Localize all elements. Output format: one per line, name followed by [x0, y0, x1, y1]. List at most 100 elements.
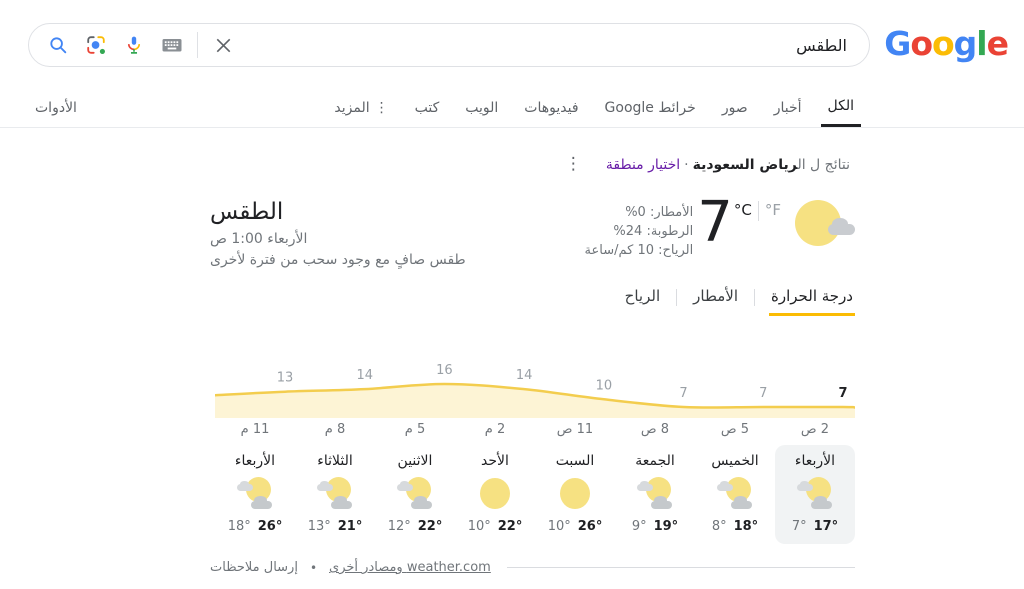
low-temp: 9° [631, 519, 647, 534]
tab-label: فيديوهات [524, 99, 579, 116]
sun-shape [480, 478, 510, 509]
more-vert-icon: ⋮ [374, 99, 389, 116]
day-temps: 26° 10° [535, 519, 615, 534]
sun-with-cloud-icon [789, 195, 855, 253]
day-card[interactable]: الثلاثاء 21° 13° [295, 445, 375, 544]
cloud-shape [251, 496, 272, 509]
celsius-toggle[interactable]: °C [733, 201, 752, 219]
high-temp: 26° [257, 519, 283, 534]
day-temps: 21° 13° [295, 519, 375, 534]
search-bar: الطقس [28, 23, 870, 67]
panel-tab-divider [676, 289, 678, 306]
chart-value-label: 7 [679, 386, 687, 401]
partly-cloudy-icon [395, 476, 435, 512]
hour-label: 2 م [484, 422, 506, 437]
day-temps: 18° 8° [695, 519, 775, 534]
fahrenheit-toggle[interactable]: °F [764, 201, 781, 219]
lens-icon[interactable] [77, 26, 115, 64]
tab-label: كتب [414, 99, 440, 116]
mic-icon[interactable] [115, 26, 153, 64]
weather-widget: 7 °C °F الأمطار: 0% الرطوبة: 24% الرياح:… [210, 195, 855, 575]
day-card[interactable]: الأحد 22° 10° [455, 445, 535, 544]
unit-divider [757, 201, 759, 221]
tab-images[interactable]: صور [715, 89, 755, 127]
send-feedback-link[interactable]: إرسال ملاحظات [210, 560, 298, 575]
panel-tab-temperature[interactable]: درجة الحرارة [769, 287, 855, 316]
panel-tab-divider [754, 289, 756, 306]
sunny-icon [475, 476, 515, 512]
day-card[interactable]: الأربعاء 17° 7° [775, 445, 855, 544]
results-separator: · [684, 156, 689, 173]
logo-letter: e [986, 24, 1009, 63]
weather-header: 7 °C °F الأمطار: 0% الرطوبة: 24% الرياح:… [210, 195, 855, 271]
low-temp: 13° [307, 519, 331, 534]
hour-label: 8 ص [640, 422, 670, 437]
footer-divider [506, 567, 855, 568]
tab-maps[interactable]: خرائط Google [598, 89, 703, 127]
temperature-chart: 7 7 7 10 14 16 14 13 [215, 363, 855, 418]
weather-condition: طقس صافٍ مع وجود سحب من فترة لأخرى [210, 252, 466, 268]
tab-videos[interactable]: فيديوهات [517, 89, 585, 127]
cloud-shape [717, 480, 733, 491]
day-card[interactable]: الخميس 18° 8° [695, 445, 775, 544]
cloud-shape [411, 496, 432, 509]
google-logo[interactable]: Google [884, 24, 1009, 63]
partly-cloudy-icon [635, 476, 675, 512]
sunny-icon [555, 476, 595, 512]
day-temps: 22° 12° [375, 519, 455, 534]
weather-title: الطقس [210, 199, 284, 225]
tools-button[interactable]: الأدوات [35, 100, 77, 116]
day-temps: 19° 9° [615, 519, 695, 534]
results-info: نتائج ل الرياض السعودية·اختيار منطقة ⋮ [565, 156, 850, 173]
results-more-icon[interactable]: ⋮ [564, 154, 582, 174]
low-temp: 8° [711, 519, 727, 534]
close-icon[interactable] [204, 26, 242, 64]
low-temp: 7° [791, 519, 807, 534]
search-icon[interactable] [39, 26, 77, 64]
day-card[interactable]: الجمعة 19° 9° [615, 445, 695, 544]
day-card[interactable]: الاثنين 22° 12° [375, 445, 455, 544]
day-card[interactable]: الأربعاء 26° 18° [215, 445, 295, 544]
search-bar-divider [197, 32, 198, 58]
high-temp: 18° [733, 519, 759, 534]
day-name: الأحد [481, 453, 509, 469]
tab-web[interactable]: الويب [458, 89, 505, 127]
day-card[interactable]: السبت 26° 10° [535, 445, 615, 544]
day-name: الأربعاء [794, 453, 836, 469]
day-temps: 22° 10° [455, 519, 535, 534]
tab-books[interactable]: كتب [408, 89, 447, 127]
high-temp: 22° [497, 519, 523, 534]
tab-label: صور [721, 99, 748, 116]
panel-tab-precipitation[interactable]: الأمطار [693, 287, 739, 305]
tab-label: المزيد [334, 99, 370, 116]
chart-value-label: 14 [516, 368, 533, 383]
wind-stat: الرياح: 10 كم/ساعة [584, 243, 694, 258]
choose-area-link[interactable]: اختيار منطقة [605, 156, 681, 173]
temperature-value: 7 [697, 190, 733, 255]
weather-footer: weather.com ومصادر أخرى • إرسال ملاحظات [210, 560, 855, 575]
precipitation-stat: الأمطار: 0% [625, 205, 694, 220]
day-name: السبت [555, 453, 595, 469]
tab-label: خرائط Google [604, 99, 696, 116]
hour-label: 5 م [404, 422, 426, 437]
partly-cloudy-icon [715, 476, 755, 512]
high-temp: 22° [417, 519, 443, 534]
panel-tab-wind[interactable]: الرياح [624, 287, 661, 305]
results-prefix: نتائج ل ال [797, 156, 850, 173]
tab-news[interactable]: أخبار [767, 89, 809, 127]
tab-label: الويب [465, 99, 499, 116]
high-temp: 26° [577, 519, 603, 534]
tab-all[interactable]: الكل [820, 89, 861, 127]
high-temp: 17° [813, 519, 839, 534]
high-temp: 19° [653, 519, 679, 534]
search-input[interactable]: الطقس [796, 35, 847, 55]
keyboard-icon[interactable] [153, 26, 191, 64]
day-name: الأربعاء [234, 453, 276, 469]
day-temps: 17° 7° [775, 519, 855, 534]
low-temp: 10° [467, 519, 491, 534]
hours-row: 2 ص 5 ص 8 ص 11 ص 2 م 5 م 8 م 11 م [210, 422, 855, 437]
weather-source-link[interactable]: weather.com ومصادر أخرى [329, 560, 491, 575]
low-temp: 10° [547, 519, 571, 534]
tab-more[interactable]: ⋮ المزيد [327, 89, 395, 127]
hour-label: 5 ص [720, 422, 750, 437]
